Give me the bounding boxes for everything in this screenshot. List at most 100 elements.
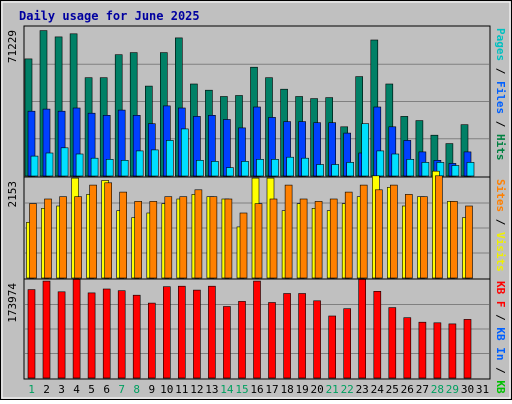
bar-sites-day-14 (224, 198, 233, 279)
day-label-22: 22 (341, 383, 354, 396)
bar-pages-day-9 (151, 149, 159, 177)
max-label-bottom: 173974 (6, 283, 19, 323)
bar-pages-day-6 (105, 159, 114, 177)
bar-sites-day-18 (284, 184, 293, 279)
bar-kb-f-day-19 (298, 293, 306, 379)
bar-kb-f-day-18 (283, 293, 291, 379)
series-label-top-0: Pages (494, 28, 507, 61)
bar-kb-f-day-21 (328, 315, 337, 379)
bar-kb-f-day-24 (373, 290, 382, 379)
bar-sites-day-26 (404, 194, 413, 279)
bar-kb-f-day-5 (87, 292, 96, 379)
day-label-29: 29 (446, 383, 459, 396)
bar-pages-day-13 (211, 161, 219, 177)
series-labels-top: Pages / Files / Hits (494, 28, 507, 161)
bar-pages-day-29 (451, 165, 460, 177)
day-label-1: 1 (28, 383, 35, 396)
bar-kb-f-day-10 (163, 286, 171, 379)
bar-kb-f-day-28 (433, 322, 442, 379)
bar-pages-day-17 (271, 159, 279, 177)
bar-kb-f-day-30 (463, 319, 472, 379)
day-label-16: 16 (250, 383, 263, 396)
series-label-top-2: Files (494, 81, 507, 114)
bar-kb-f-day-6 (102, 288, 111, 379)
series-label-bottom-3: / (494, 361, 507, 381)
bar-sites-day-7 (119, 191, 127, 279)
bar-kb-f-day-14 (223, 306, 231, 379)
bar-sites-day-5 (89, 184, 97, 279)
bar-pages-day-26 (406, 159, 415, 177)
chart-title: Daily usage for June 2025 (19, 9, 200, 23)
day-label-11: 11 (175, 383, 188, 396)
bar-pages-day-7 (120, 160, 129, 177)
max-label-middle: 2153 (6, 181, 19, 208)
bar-pages-day-8 (135, 150, 144, 177)
bar-kb-f-day-26 (403, 317, 412, 379)
series-label-bottom-4: KB Out (494, 380, 507, 400)
bar-sites-day-15 (239, 212, 248, 279)
series-label-top-4: Hits (494, 134, 507, 161)
bar-sites-day-1 (29, 203, 37, 279)
bar-pages-day-14 (226, 167, 234, 177)
series-label-bottom-0: KB F (494, 281, 507, 308)
day-label-23: 23 (356, 383, 369, 396)
bar-kb-f-day-27 (418, 321, 427, 379)
day-label-30: 30 (461, 383, 474, 396)
day-label-4: 4 (73, 383, 80, 396)
bar-kb-f-day-25 (388, 307, 397, 379)
series-label-bottom-2: KB In (494, 327, 507, 360)
bar-sites-day-13 (209, 196, 218, 279)
bar-kb-f-day-17 (268, 302, 276, 379)
bar-kb-f-day-15 (238, 301, 246, 379)
bar-sites-day-23 (359, 184, 368, 279)
bar-pages-day-16 (256, 159, 264, 177)
day-label-6: 6 (103, 383, 110, 396)
bar-pages-day-18 (286, 156, 294, 177)
series-label-middle-2: Visits (494, 232, 507, 272)
bar-sites-day-21 (329, 198, 338, 279)
day-label-19: 19 (295, 383, 308, 396)
day-label-28: 28 (431, 383, 444, 396)
bar-pages-day-25 (391, 153, 400, 177)
day-label-17: 17 (265, 383, 278, 396)
bar-kb-f-day-3 (57, 291, 66, 379)
day-label-9: 9 (148, 383, 155, 396)
bar-sites-day-25 (389, 184, 398, 279)
series-label-top-3: / (494, 114, 507, 134)
bar-pages-day-22 (346, 162, 355, 177)
bar-sites-day-9 (149, 201, 158, 279)
bar-pages-day-27 (421, 162, 430, 177)
series-label-bottom-1: / (494, 308, 507, 328)
bar-kb-f-day-16 (253, 280, 261, 379)
day-label-3: 3 (58, 383, 65, 396)
day-label-2: 2 (43, 383, 50, 396)
bar-sites-day-16 (254, 203, 263, 279)
day-label-27: 27 (416, 383, 429, 396)
day-label-8: 8 (133, 383, 140, 396)
series-label-top-1: / (494, 61, 507, 81)
bar-kb-f-day-8 (132, 294, 141, 379)
panel-middle: 2153 Sites / Visits (6, 170, 507, 280)
day-label-26: 26 (401, 383, 414, 396)
day-label-18: 18 (280, 383, 293, 396)
bar-pages-day-19 (301, 157, 309, 177)
max-label-top: 71229 (6, 30, 19, 63)
series-labels-middle: Sites / Visits (494, 179, 507, 272)
day-label-14: 14 (220, 383, 234, 396)
bar-kb-f-day-2 (42, 280, 51, 379)
bar-pages-day-11 (181, 128, 189, 177)
bar-pages-day-1 (30, 155, 39, 177)
bar-sites-day-17 (269, 198, 278, 279)
bar-pages-day-20 (316, 164, 324, 177)
bar-sites-day-20 (314, 201, 323, 279)
bar-sites-day-22 (344, 191, 353, 279)
day-label-10: 10 (160, 383, 173, 396)
bar-pages-day-12 (196, 160, 204, 177)
series-label-middle-1: / (494, 212, 507, 232)
bar-sites-day-30 (465, 205, 473, 279)
bar-sites-day-24 (374, 189, 383, 279)
day-label-20: 20 (310, 383, 323, 396)
day-label-7: 7 (118, 383, 125, 396)
